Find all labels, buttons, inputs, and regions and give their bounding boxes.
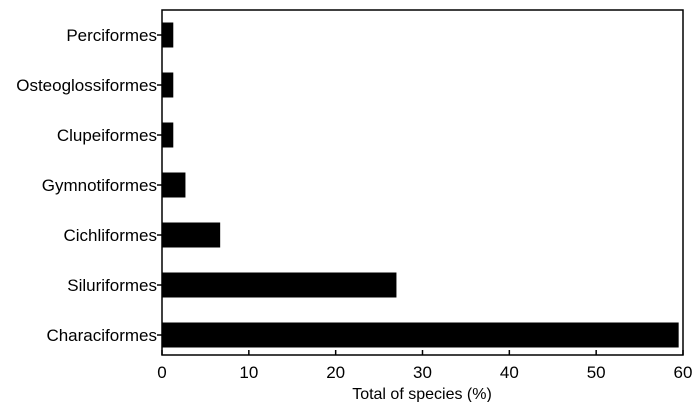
bar-gymnotiformes bbox=[162, 172, 186, 198]
x-tick-label: 0 bbox=[157, 363, 166, 382]
y-tick-label: Osteoglossiformes bbox=[16, 76, 157, 95]
y-tick-label: Cichliformes bbox=[63, 226, 157, 245]
y-tick-label: Perciformes bbox=[66, 26, 157, 45]
y-tick-label: Gymnotiformes bbox=[42, 176, 157, 195]
x-axis: 0 10 20 30 40 50 60 bbox=[157, 350, 692, 382]
x-tick-label: 10 bbox=[239, 363, 258, 382]
x-tick-label: 20 bbox=[326, 363, 345, 382]
y-axis: Perciformes Osteoglossiformes Clupeiformes… bbox=[16, 26, 162, 345]
bar-perciformes bbox=[162, 22, 174, 48]
bar-clupeiformes bbox=[162, 122, 174, 148]
x-tick-label: 60 bbox=[674, 363, 693, 382]
y-tick-label: Siluriformes bbox=[67, 276, 157, 295]
y-tick-label: Characiformes bbox=[46, 326, 157, 345]
x-axis-label: Total of species (%) bbox=[352, 386, 492, 402]
bar-siluriformes bbox=[162, 272, 397, 298]
bar-osteoglossiformes bbox=[162, 72, 174, 98]
bar-cichliformes bbox=[162, 222, 221, 248]
bar-characiformes bbox=[162, 322, 679, 348]
plot-frame bbox=[161, 9, 684, 356]
x-tick-label: 50 bbox=[587, 363, 606, 382]
x-tick-label: 30 bbox=[413, 363, 432, 382]
bars bbox=[162, 22, 679, 348]
x-tick-label: 40 bbox=[500, 363, 519, 382]
y-tick-label: Clupeiformes bbox=[57, 126, 157, 145]
